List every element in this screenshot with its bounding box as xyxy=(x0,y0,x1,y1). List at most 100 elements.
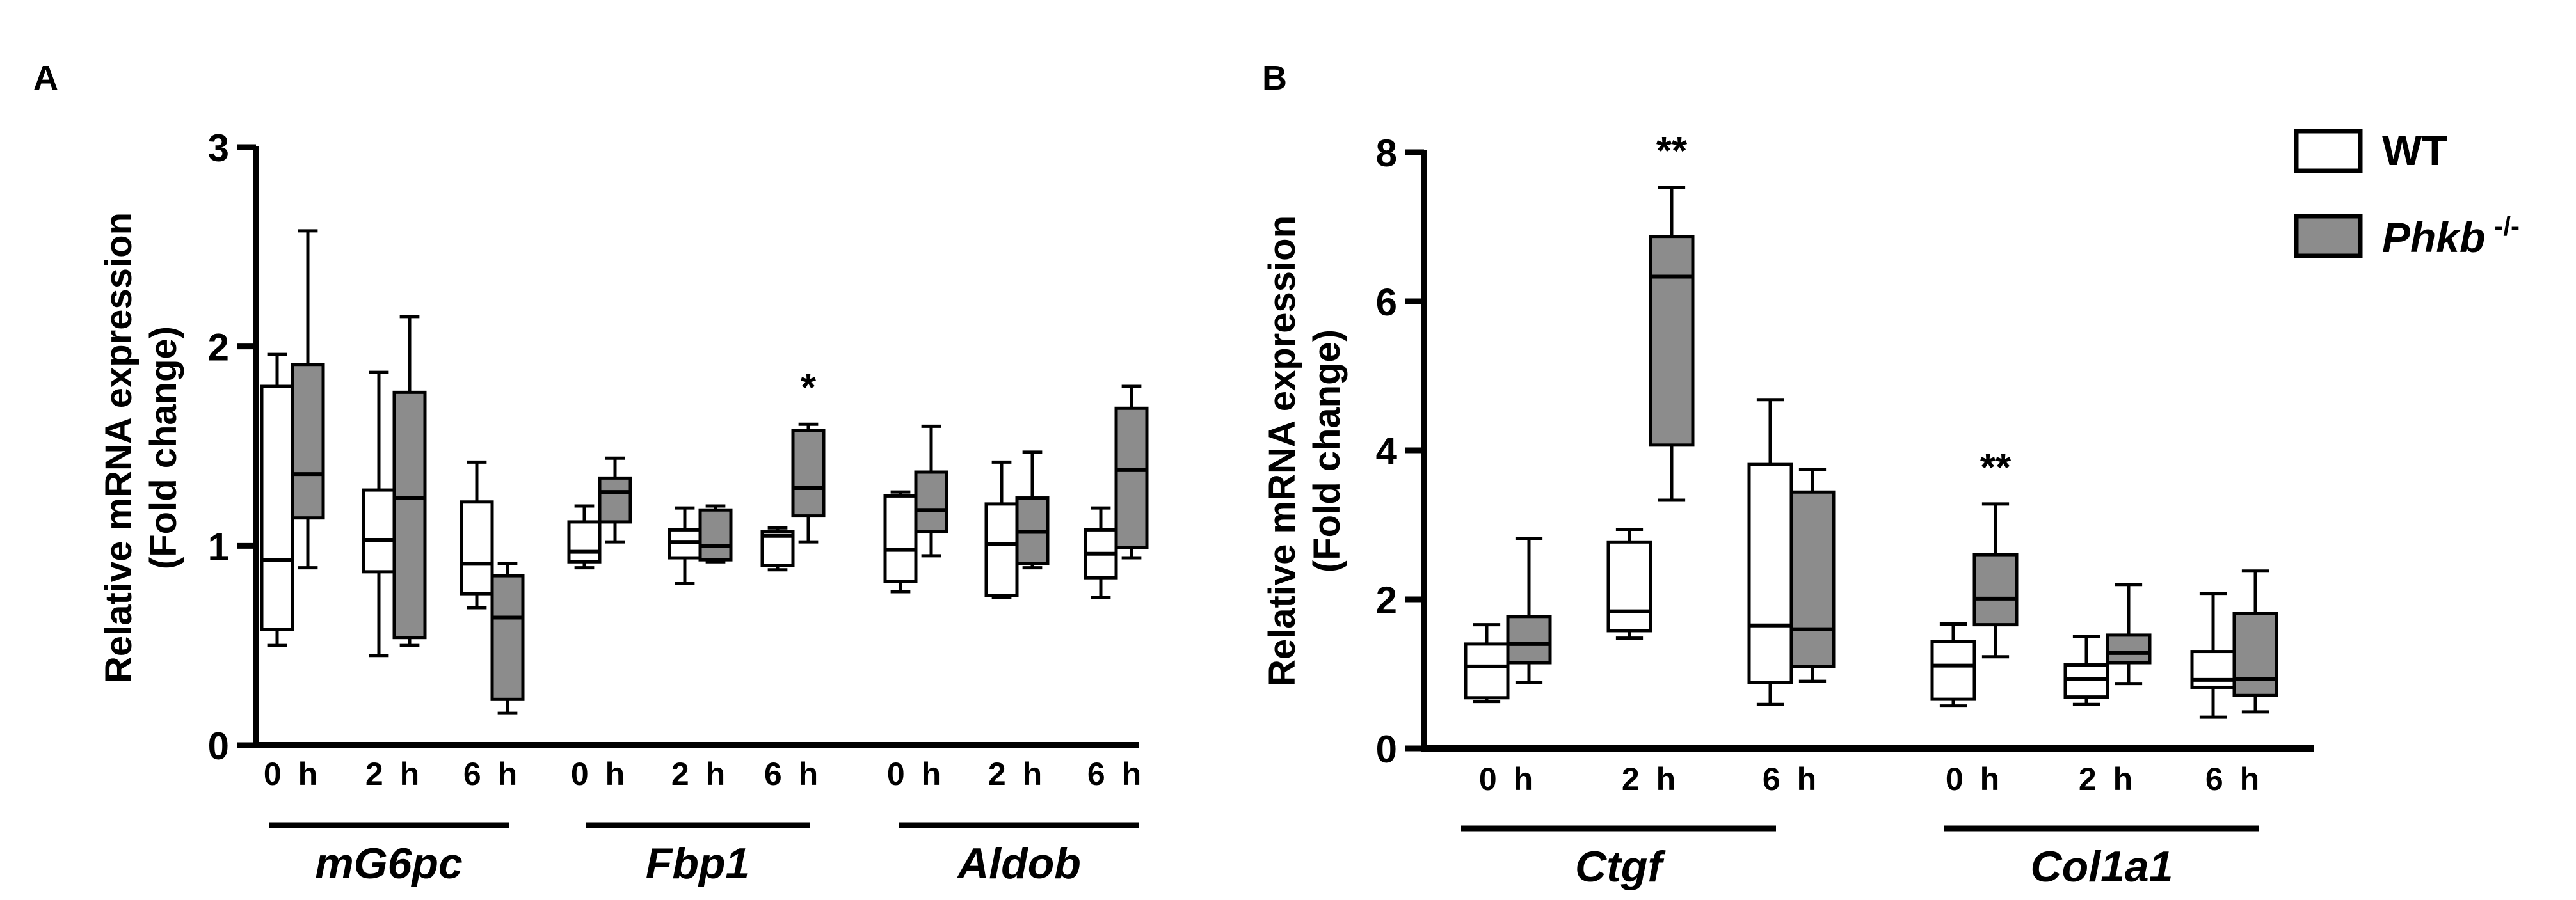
box-wt-fbp1-0-h xyxy=(567,504,602,570)
box-iqr xyxy=(291,363,325,520)
legend-label-phkb: Phkb -/- xyxy=(2382,211,2520,261)
box-iqr xyxy=(668,528,702,560)
box-iqr xyxy=(1464,642,1510,700)
box-phkb-aldob-0-h xyxy=(914,424,948,558)
timepoint-label: 0 h xyxy=(1946,761,2003,797)
box-iqr xyxy=(1747,462,1793,684)
box-phkb-ctgf-2-h xyxy=(1649,186,1695,502)
box-wt-aldob-0-h xyxy=(883,490,918,594)
gene-label-fbp1: Fbp1 xyxy=(646,839,749,888)
gene-label-ctgf: Ctgf xyxy=(1575,842,1666,891)
legend-swatch-phkb xyxy=(2294,214,2363,258)
legend-swatch-wt xyxy=(2294,129,2363,173)
box-phkb-mg6pc-6-h xyxy=(490,562,525,715)
y-tick-label: 1 xyxy=(208,525,229,568)
box-iqr xyxy=(1506,615,1552,665)
panel-label-b: B xyxy=(1262,59,1287,97)
box-wt-col1a1-0-h xyxy=(1930,622,1976,708)
y-tick-label: 3 xyxy=(208,127,229,170)
gene-label-mg6pc: mG6pc xyxy=(315,839,463,888)
timepoint-label: 0 h xyxy=(571,756,628,792)
box-iqr xyxy=(362,488,396,574)
y-axis-title: Relative mRNA expression xyxy=(98,212,140,683)
significance-marker: ** xyxy=(1656,129,1688,173)
box-iqr xyxy=(392,390,427,640)
box-wt-col1a1-2-h xyxy=(2063,635,2109,706)
y-tick-label: 8 xyxy=(1376,132,1397,175)
y-tick-label: 4 xyxy=(1376,430,1398,473)
panel-label-a: A xyxy=(33,59,58,97)
box-iqr xyxy=(567,520,602,564)
box-wt-fbp1-6-h xyxy=(760,526,795,572)
legend-label-phkb-gene: Phkb xyxy=(2382,214,2485,261)
timepoint-label: 0 h xyxy=(1479,761,1537,797)
box-phkb-aldob-6-h xyxy=(1114,384,1149,560)
y-axis-title-line-2: (Fold change) xyxy=(143,326,184,569)
box-iqr xyxy=(914,470,948,534)
box-phkb-col1a1-6-h xyxy=(2232,569,2278,714)
timepoint-label: 0 h xyxy=(887,756,945,792)
box-phkb-ctgf-6-h xyxy=(1789,468,1836,683)
box-wt-ctgf-0-h xyxy=(1464,623,1510,704)
box-wt-ctgf-6-h xyxy=(1747,398,1793,706)
box-phkb-col1a1-0-h xyxy=(1972,502,2019,659)
y-axis-title-line-2: (Fold change) xyxy=(1306,329,1348,572)
box-iqr xyxy=(2232,612,2278,697)
box-phkb-col1a1-2-h xyxy=(2106,583,2152,686)
box-iqr xyxy=(791,429,826,518)
box-iqr xyxy=(1972,553,2019,627)
box-wt-fbp1-2-h xyxy=(668,506,702,586)
timepoint-label: 2 h xyxy=(671,756,729,792)
significance-marker: * xyxy=(801,366,817,410)
box-wt-aldob-2-h xyxy=(984,460,1019,599)
box-iqr xyxy=(1930,640,1976,701)
box-wt-mg6pc-6-h xyxy=(460,460,494,610)
box-iqr xyxy=(2190,650,2236,689)
box-iqr xyxy=(2106,633,2152,665)
box-iqr xyxy=(1606,540,1652,633)
box-wt-aldob-6-h xyxy=(1084,506,1118,599)
box-phkb-mg6pc-0-h xyxy=(291,229,325,570)
y-tick-label: 0 xyxy=(1376,728,1397,771)
box-iqr xyxy=(883,494,918,583)
timepoint-label: 2 h xyxy=(988,756,1046,792)
box-phkb-fbp1-6-h xyxy=(791,422,826,544)
legend-label-wt: WT xyxy=(2382,127,2448,174)
box-phkb-fbp1-0-h xyxy=(598,456,632,544)
box-iqr xyxy=(698,508,733,562)
y-tick-label: 6 xyxy=(1376,281,1397,324)
box-iqr xyxy=(984,502,1019,597)
significance-marker: ** xyxy=(1980,446,2012,490)
timepoint-label: 6 h xyxy=(2205,761,2263,797)
box-phkb-mg6pc-2-h xyxy=(392,315,427,647)
panel-a: A Relative mRNA expression (Fold change)… xyxy=(33,59,1149,888)
legend: WT Phkb -/- xyxy=(2294,127,2520,261)
timepoint-label: 6 h xyxy=(463,756,521,792)
legend-label-phkb-superscript: -/- xyxy=(2494,211,2520,241)
box-iqr xyxy=(490,574,525,701)
box-wt-col1a1-6-h xyxy=(2190,592,2236,719)
gene-label-col1a1: Col1a1 xyxy=(2031,842,2173,891)
gene-label-aldob: Aldob xyxy=(956,839,1081,888)
y-axis-title: Relative mRNA expression xyxy=(1261,216,1303,686)
timepoint-label: 0 h xyxy=(264,756,321,792)
y-tick-label: 0 xyxy=(208,725,229,768)
box-phkb-fbp1-2-h xyxy=(698,504,733,564)
box-phkb-aldob-2-h xyxy=(1015,450,1050,570)
box-iqr xyxy=(260,384,294,631)
timepoint-label: 2 h xyxy=(1622,761,1679,797)
y-tick-label: 2 xyxy=(1376,579,1397,622)
panel-b: B Relative mRNA expression (Fold change)… xyxy=(1261,59,2314,891)
y-tick-label: 2 xyxy=(208,326,229,369)
box-iqr xyxy=(1649,235,1695,447)
box-phkb-ctgf-0-h xyxy=(1506,536,1552,684)
timepoint-label: 6 h xyxy=(1763,761,1820,797)
box-wt-mg6pc-2-h xyxy=(362,370,396,658)
timepoint-label: 6 h xyxy=(764,756,822,792)
timepoint-label: 2 h xyxy=(365,756,423,792)
timepoint-label: 2 h xyxy=(2079,761,2136,797)
box-wt-ctgf-2-h xyxy=(1606,527,1652,640)
box-iqr xyxy=(1789,490,1836,668)
box-iqr xyxy=(460,500,494,596)
